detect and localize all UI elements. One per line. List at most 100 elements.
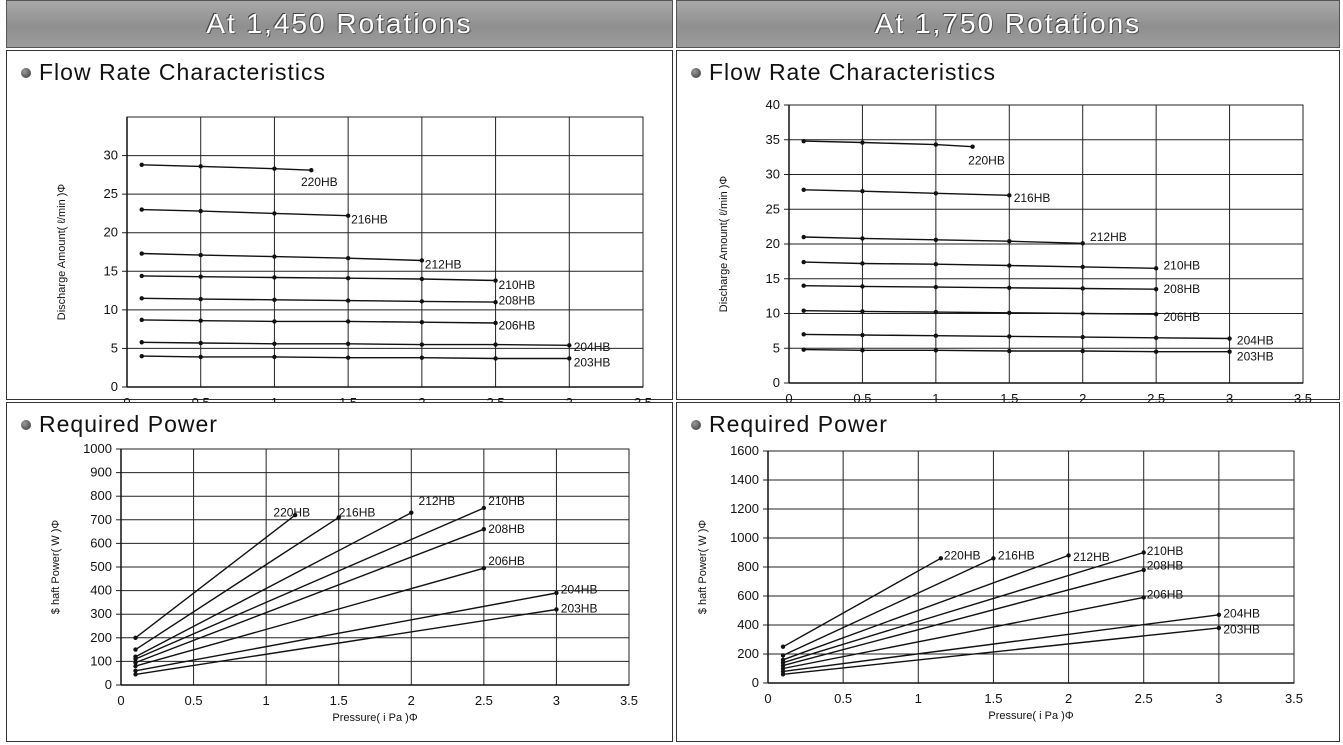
y-axis-label: Discharge Amount( ℓ/min )Φ <box>718 176 730 313</box>
series-line-206hb <box>782 596 1144 670</box>
data-point-210hb <box>419 276 425 282</box>
series-line-204hb <box>135 592 557 672</box>
data-point-204hb <box>419 342 425 347</box>
data-point-220hb <box>139 162 144 168</box>
series-line-210hb <box>782 551 1144 664</box>
data-point-206hb <box>860 309 865 314</box>
data-point-203hb <box>493 356 498 361</box>
series-line-210hb <box>141 275 496 282</box>
series-line-216hb <box>803 189 1010 196</box>
series-line-206hb <box>803 310 1157 315</box>
series-line-216hb <box>782 557 994 657</box>
series-line-220hb <box>141 164 312 171</box>
data-point-220hb <box>938 556 944 561</box>
series-label-216hb: 216HB <box>998 548 1035 562</box>
x-tick-label: 3.5 <box>1285 691 1303 706</box>
data-point-212hb <box>409 510 414 515</box>
data-point-206hb <box>1080 311 1085 316</box>
data-point-216hb <box>991 556 996 561</box>
data-point-216hb <box>1007 193 1012 198</box>
data-point-216hb <box>336 515 341 520</box>
bullet-icon <box>691 67 701 78</box>
data-point-210hb <box>272 275 277 280</box>
series-label-208hb: 208HB <box>1147 559 1184 573</box>
series-label-210hb: 210HB <box>1163 259 1200 273</box>
y-tick-label: 400 <box>90 583 112 598</box>
data-point-212hb <box>801 234 806 240</box>
series-line-208hb <box>803 285 1157 290</box>
series-line-220hb <box>803 140 973 148</box>
data-point-206hb <box>272 319 277 324</box>
y-tick-label: 0 <box>105 677 112 692</box>
data-point-204hb <box>1153 335 1159 341</box>
data-point-220hb <box>780 644 786 649</box>
data-point-204hb <box>860 332 865 338</box>
flow-title-text: Flow Rate Characteristics <box>709 59 997 85</box>
series-label-210hb: 210HB <box>499 278 536 292</box>
data-point-204hb <box>198 340 203 346</box>
flow-section-title-1750: Flow Rate Characteristics <box>691 59 996 86</box>
series-line-208hb <box>782 569 1144 667</box>
series-label-204hb: 204HB <box>561 582 598 596</box>
series-line-210hb <box>135 507 485 660</box>
header-1450: At 1,450 Rotations <box>6 0 673 48</box>
y-axis-label: Discharge Amount( ℓ/min )Φ <box>56 184 68 321</box>
data-point-206hb <box>139 317 144 323</box>
data-point-204hb <box>1007 334 1012 339</box>
series-line-210hb <box>803 261 1157 269</box>
data-point-212hb <box>1066 553 1071 558</box>
y-tick-label: 1200 <box>730 501 759 516</box>
data-point-206hb <box>481 565 487 571</box>
data-point-204hb <box>345 341 351 346</box>
data-point-208hb <box>493 299 498 305</box>
series-label-216hb: 216HB <box>351 213 388 227</box>
bullet-icon <box>21 67 31 78</box>
x-tick-label: 2.5 <box>1135 691 1153 706</box>
y-tick-label: 20 <box>104 225 118 240</box>
series-line-212hb <box>135 512 412 658</box>
data-point-210hb <box>198 274 203 279</box>
flow-chart-1750: 0 0.5 1 1.5 2 2.5 3 3.50510152025303540220HB216… <box>718 97 1312 422</box>
data-point-203hb <box>198 354 203 360</box>
data-point-204hb <box>133 668 138 674</box>
data-point-203hb <box>801 347 806 352</box>
data-point-203hb <box>345 355 351 360</box>
series-line-220hb <box>782 557 942 648</box>
series-label-212hb: 212HB <box>1090 230 1127 244</box>
y-tick-label: 5 <box>111 340 118 355</box>
data-point-208hb <box>1141 567 1146 573</box>
data-point-208hb <box>198 296 203 302</box>
series-label-206hb: 206HB <box>1147 588 1184 602</box>
series-line-212hb <box>782 554 1069 661</box>
data-point-203hb <box>933 348 939 353</box>
y-tick-label: 1400 <box>730 472 759 487</box>
series-label-206hb: 206HB <box>499 318 536 332</box>
power-title-text: Required Power <box>39 411 218 437</box>
series-label-206hb: 206HB <box>1163 310 1200 324</box>
data-point-216hb <box>139 207 144 212</box>
y-tick-label: 100 <box>90 653 112 668</box>
series-label-204hb: 204HB <box>1223 606 1260 620</box>
x-axis-label: Pressure( i Pa )Φ <box>988 710 1073 722</box>
data-point-208hb <box>133 660 138 665</box>
flow-chart-1450: 00.511.522.533.5051015202530220HB216HB21… <box>56 116 652 426</box>
data-point-208hb <box>1153 286 1159 292</box>
y-tick-label: 15 <box>766 271 780 286</box>
y-tick-label: 800 <box>90 488 112 503</box>
x-tick-label: 2.5 <box>475 693 493 708</box>
y-tick-label: 20 <box>766 236 780 251</box>
data-point-212hb <box>419 258 425 263</box>
data-point-206hb <box>419 320 425 325</box>
series-line-203hb <box>782 627 1219 675</box>
data-point-210hb <box>1153 266 1159 271</box>
x-tick-label: 2 <box>1079 391 1086 406</box>
series-line-204hb <box>782 614 1219 673</box>
y-tick-label: 800 <box>737 559 759 574</box>
x-tick-label: 2 <box>1065 691 1072 706</box>
series-label-203hb: 203HB <box>1223 622 1260 636</box>
data-point-220hb <box>292 512 298 518</box>
data-point-212hb <box>860 236 865 241</box>
data-point-206hb <box>133 663 138 669</box>
power-section-title-1750: Required Power <box>691 411 888 438</box>
data-point-208hb <box>139 296 144 301</box>
